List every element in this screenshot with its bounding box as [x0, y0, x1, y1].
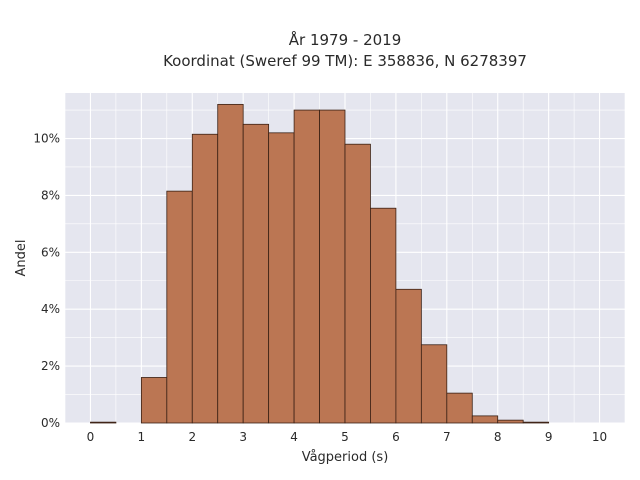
- y-tick-label: 10%: [33, 132, 60, 146]
- histogram-bar: [497, 419, 524, 424]
- chart-title: År 1979 - 2019: [289, 30, 402, 49]
- chart-subtitle: Koordinat (Sweref 99 TM): E 358836, N 62…: [163, 52, 527, 70]
- x-tick-label: 10: [592, 430, 607, 444]
- y-tick-label: 6%: [41, 245, 60, 259]
- histogram-bar: [293, 109, 320, 424]
- bars: [90, 103, 550, 424]
- y-tick-label: 0%: [41, 416, 60, 430]
- x-axis-label: Vågperiod (s): [302, 450, 389, 465]
- histogram-bar: [522, 421, 550, 424]
- x-tick-label: 4: [290, 430, 298, 444]
- y-tick-label: 2%: [41, 359, 60, 373]
- x-tick-label: 6: [392, 430, 400, 444]
- histogram-bar: [319, 109, 346, 424]
- x-tick-label: 3: [239, 430, 247, 444]
- histogram-bar: [471, 415, 499, 424]
- histogram-bar: [140, 377, 168, 424]
- y-tick-label: 8%: [41, 188, 60, 202]
- histogram-bar: [242, 123, 270, 424]
- x-tick-label: 8: [494, 430, 502, 444]
- histogram-bar: [370, 207, 397, 424]
- histogram-bar: [395, 288, 422, 424]
- x-tick-label: 1: [138, 430, 146, 444]
- histogram-bar: [446, 392, 473, 424]
- x-tick-label: 0: [87, 430, 95, 444]
- y-axis-label: Andel: [14, 240, 29, 277]
- x-tick-label: 5: [341, 430, 349, 444]
- histogram-bar: [166, 190, 193, 424]
- x-tick-label: 7: [443, 430, 451, 444]
- histogram-bar: [344, 143, 371, 424]
- y-tick-label: 4%: [41, 302, 60, 316]
- y-axis-ticks: 0% 2% 4% 6% 8% 10%: [33, 132, 60, 430]
- histogram-bar: [90, 421, 117, 424]
- histogram-bar: [420, 344, 448, 424]
- histogram-bar: [217, 103, 244, 424]
- x-axis-ticks: 0 1 2 3 4 5 6 7 8 9 10: [87, 430, 608, 444]
- x-tick-label: 2: [188, 430, 196, 444]
- x-tick-label: 9: [545, 430, 553, 444]
- histogram-bar: [191, 133, 219, 424]
- histogram-bar: [268, 132, 295, 424]
